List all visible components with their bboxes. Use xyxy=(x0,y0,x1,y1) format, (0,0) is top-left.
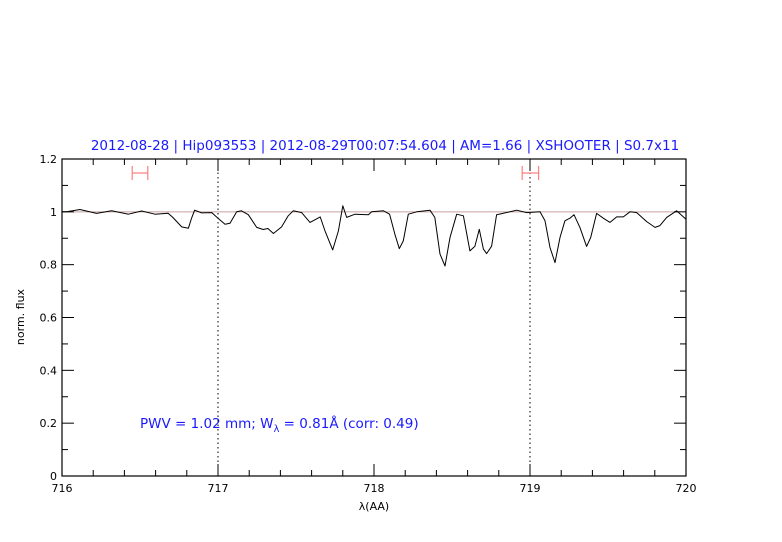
spectrum-line xyxy=(62,205,687,267)
y-tick-label: 0.6 xyxy=(40,312,58,325)
x-tick-label: 717 xyxy=(208,482,229,495)
annotation-subscript: λ xyxy=(273,424,279,435)
y-tick-label: 0.4 xyxy=(40,364,58,377)
interval-marker xyxy=(521,166,540,180)
y-tick-label: 1.2 xyxy=(40,153,58,166)
x-tick-label: 719 xyxy=(520,482,541,495)
y-tick-label: 0.2 xyxy=(40,417,58,430)
interval-marker xyxy=(131,166,149,180)
annotation-prefix: PWV = 1.02 mm; W xyxy=(140,416,273,432)
x-tick-label: 716 xyxy=(52,482,73,495)
x-tick-label: 718 xyxy=(364,482,385,495)
chart-title: 2012-08-28 | Hip093553 | 2012-08-29T00:0… xyxy=(91,138,679,154)
y-tick-label: 0 xyxy=(50,470,57,483)
pwv-annotation: PWV = 1.02 mm; Wλ = 0.81Å (corr: 0.49) xyxy=(140,415,419,435)
y-axis-label: norm. flux xyxy=(14,288,27,345)
x-tick-label: 720 xyxy=(676,482,697,495)
x-axis-label: λ(AA) xyxy=(359,500,389,513)
y-tick-label: 1 xyxy=(50,206,57,219)
annotation-suffix: = 0.81Å (corr: 0.49) xyxy=(279,415,418,432)
y-tick-label: 0.8 xyxy=(40,259,58,272)
